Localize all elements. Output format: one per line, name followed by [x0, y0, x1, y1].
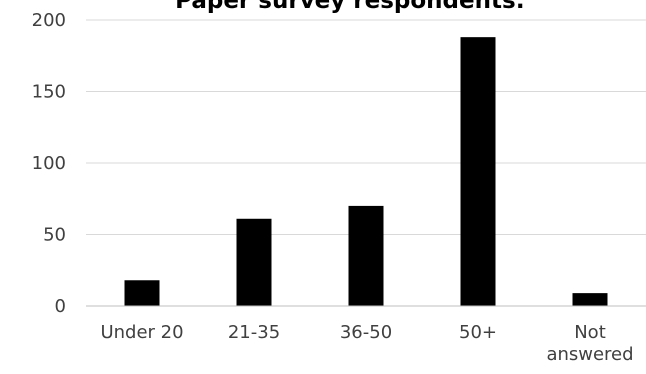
bar-not-answered: [572, 293, 608, 306]
x-tick-label-line: 50+: [459, 322, 497, 343]
bar-21-35: [236, 218, 272, 306]
x-tick-label: Under 20: [100, 322, 183, 343]
x-tick-label-line: answered: [546, 344, 633, 365]
y-tick-label: 150: [32, 82, 66, 103]
y-tick-labels: 0 50 100 150 200: [32, 10, 66, 317]
x-tick-label: 50+: [459, 322, 497, 343]
bar-under-20: [124, 280, 160, 306]
y-tick-label: 200: [32, 10, 66, 31]
bar-36-50: [348, 205, 384, 306]
x-tick-label: 21-35: [228, 322, 280, 343]
x-tick-label-line: Under 20: [100, 322, 183, 343]
x-tick-label: Not answered: [546, 322, 633, 365]
x-tick-labels: Under 20 21-35 36-50 50+ Not answered: [100, 322, 633, 365]
x-tick-label: 36-50: [340, 322, 392, 343]
bars: [124, 37, 608, 306]
x-tick-label-line: Not: [574, 322, 606, 343]
y-tick-label: 50: [43, 225, 66, 246]
gridlines: [86, 19, 646, 235]
x-tick-label-line: 36-50: [340, 322, 392, 343]
y-tick-label: 100: [32, 153, 66, 174]
x-tick-label-line: 21-35: [228, 322, 280, 343]
y-tick-label: 0: [55, 296, 66, 317]
bar-50-: [460, 37, 496, 306]
chart-title: Paper survey respondents:: [175, 0, 525, 14]
